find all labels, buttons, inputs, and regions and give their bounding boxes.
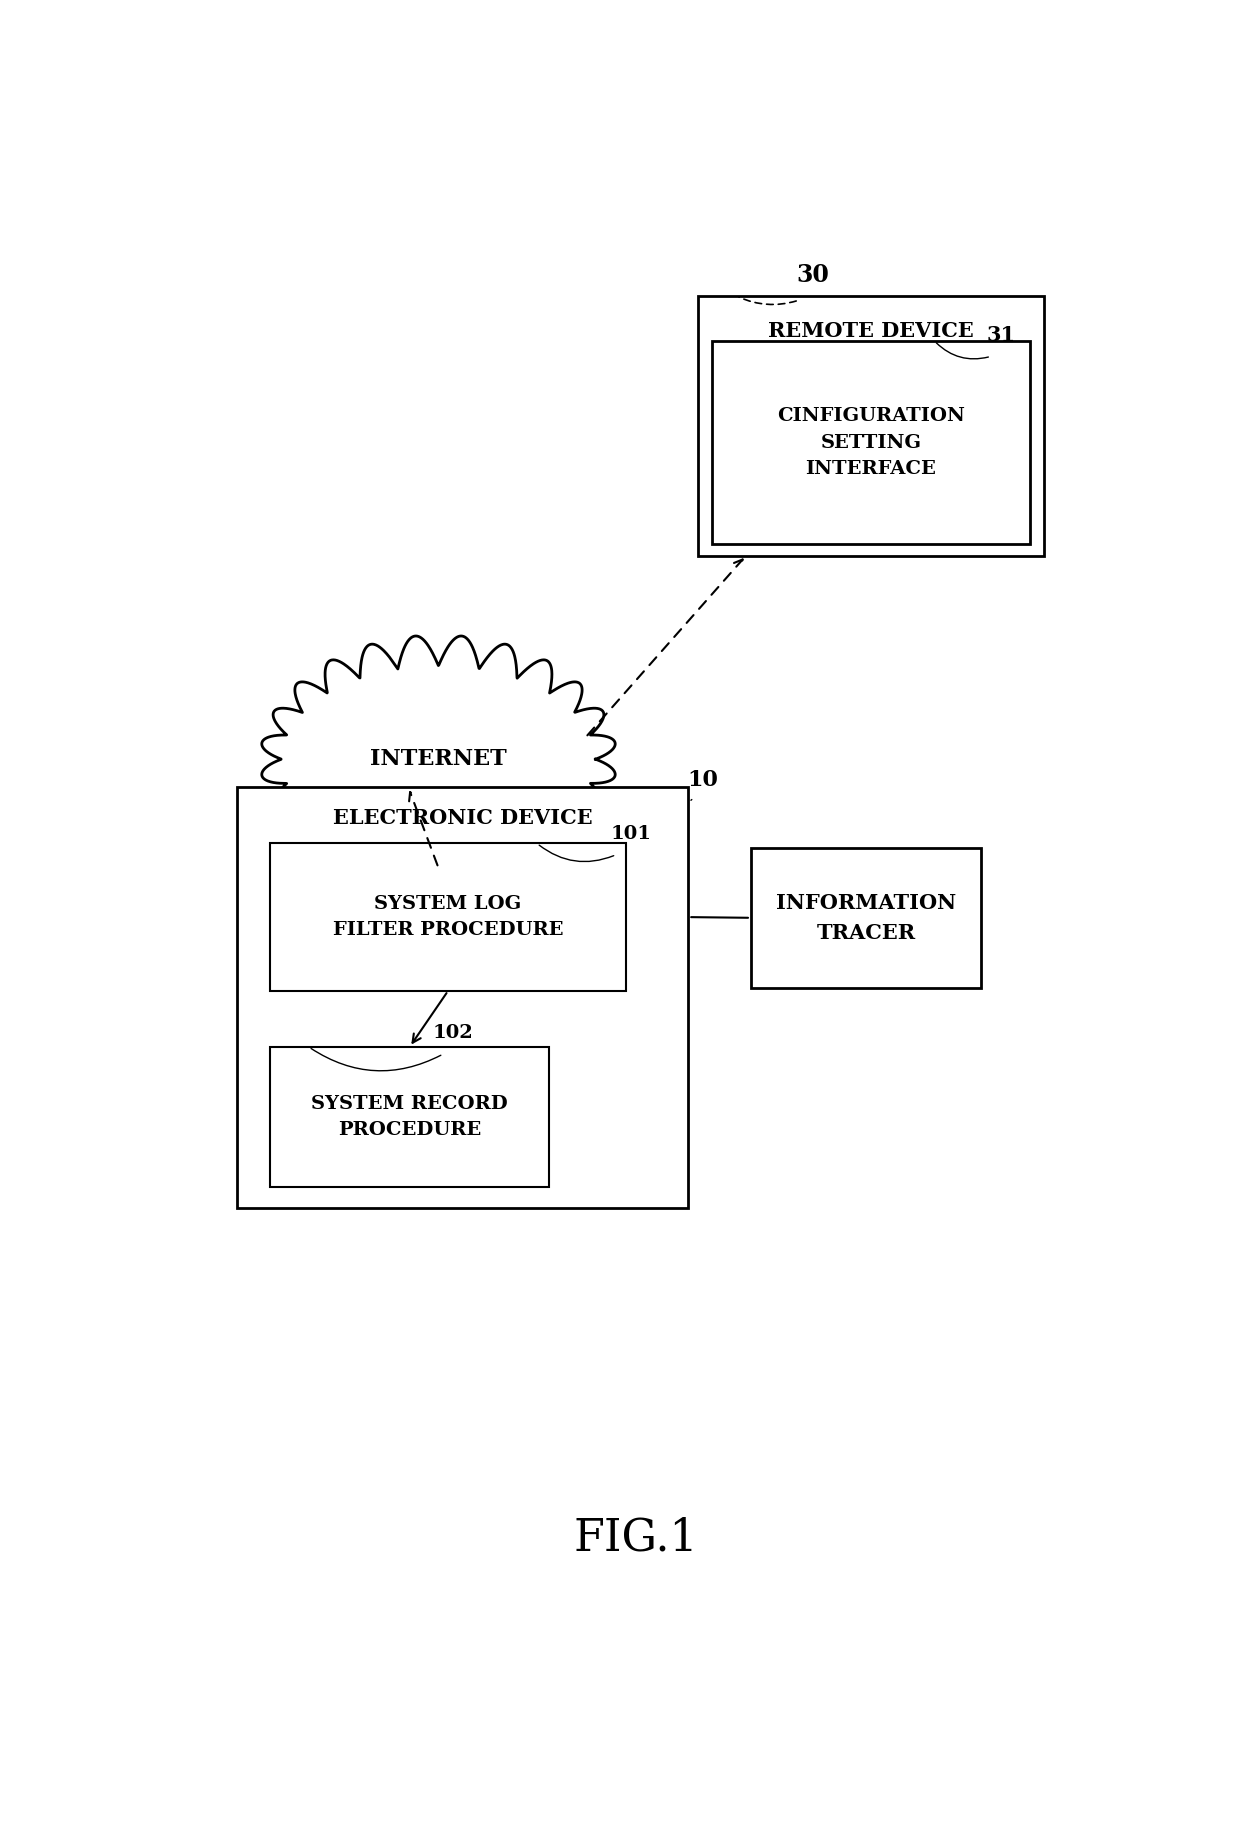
- Bar: [712, 341, 1029, 545]
- Bar: [698, 295, 1044, 556]
- Text: 102: 102: [433, 1025, 474, 1043]
- Text: ELECTRONIC DEVICE: ELECTRONIC DEVICE: [332, 808, 593, 828]
- Text: 101: 101: [610, 824, 651, 842]
- Text: CINFIGURATION
SETTING
INTERFACE: CINFIGURATION SETTING INTERFACE: [777, 407, 965, 478]
- Bar: [270, 844, 626, 990]
- Text: INFORMATION
TRACER: INFORMATION TRACER: [776, 893, 956, 942]
- Bar: [237, 788, 688, 1209]
- Bar: [270, 1046, 549, 1187]
- Text: 30: 30: [797, 263, 830, 286]
- Text: 31: 31: [986, 324, 1016, 345]
- Text: FIG.1: FIG.1: [573, 1517, 698, 1560]
- Text: INTERNET: INTERNET: [370, 747, 507, 769]
- Text: SYSTEM RECORD
PROCEDURE: SYSTEM RECORD PROCEDURE: [311, 1096, 508, 1139]
- Bar: [751, 848, 982, 988]
- Text: SYSTEM LOG
FILTER PROCEDURE: SYSTEM LOG FILTER PROCEDURE: [332, 895, 563, 939]
- Text: 10: 10: [687, 769, 718, 791]
- Text: REMOTE DEVICE: REMOTE DEVICE: [768, 321, 973, 341]
- Polygon shape: [262, 636, 615, 882]
